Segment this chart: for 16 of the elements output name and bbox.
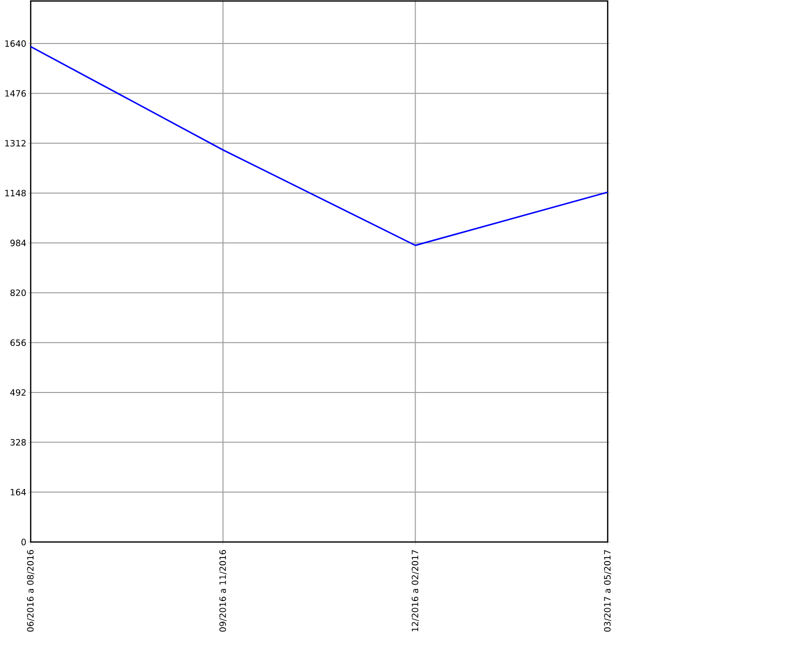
x-tick-label: 03/2017 a 05/2017 [604, 550, 612, 632]
y-tick-label: 1476 [5, 90, 26, 97]
y-tick-label: 164 [10, 488, 26, 496]
x-tick-label: 09/2016 a 11/2016 [219, 550, 227, 632]
y-tick-label: 0 [21, 538, 26, 546]
y-tick-label: 328 [10, 439, 26, 446]
y-tick-label: 492 [10, 389, 26, 396]
y-tick-label: 1640 [5, 40, 26, 47]
y-tick-label: 656 [10, 339, 26, 346]
y-tick-label: 820 [10, 290, 26, 296]
x-tick-label: 12/2016 a 02/2017 [412, 550, 419, 632]
y-tick-label: 1312 [5, 140, 26, 147]
x-tick-label: 06/2016 a 08/2016 [27, 550, 34, 632]
y-tick-label: 984 [10, 240, 26, 246]
y-tick-label: 1148 [5, 190, 26, 196]
line-series [30, 46, 608, 246]
